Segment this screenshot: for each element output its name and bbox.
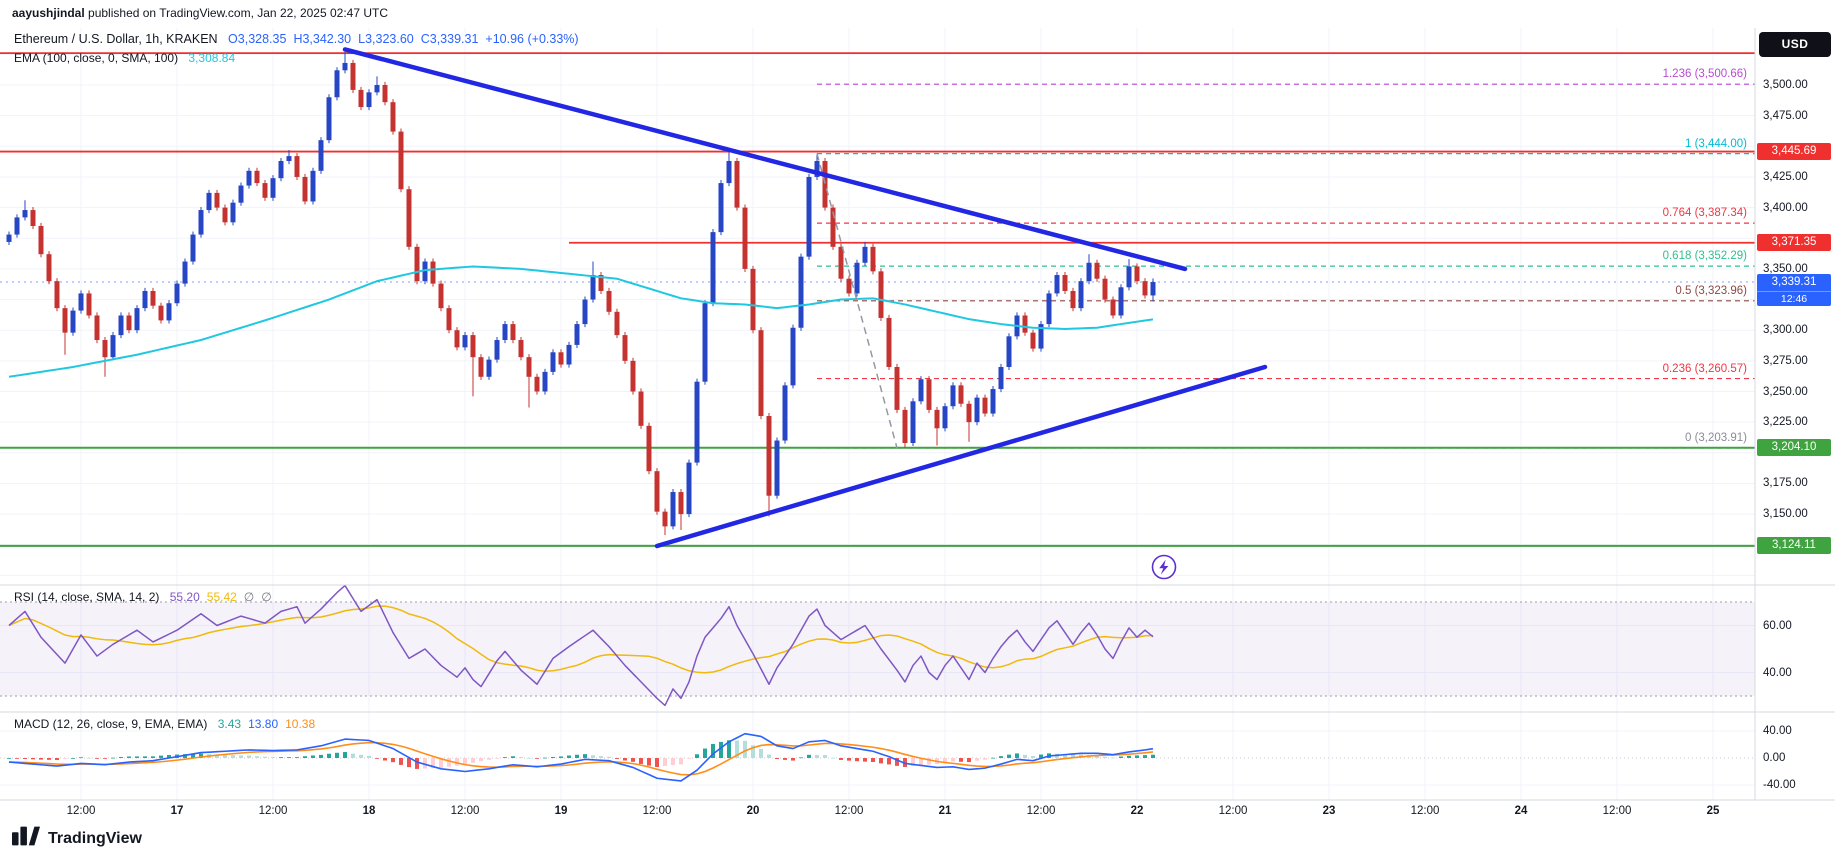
ohlc-value: O3,328.35	[228, 32, 287, 46]
macd-values: 3.43 13.80 10.38	[211, 717, 315, 731]
fib-level-label: 0 (3,203.91)	[1684, 432, 1747, 444]
macd-indicator-label[interactable]: MACD (12, 26, close, 9, EMA, EMA)	[14, 717, 208, 731]
ohlc-value: C3,339.31	[420, 32, 479, 46]
time-tick-label: 12:00	[1410, 805, 1440, 817]
badge-price: 3,204.10	[1771, 441, 1817, 454]
time-tick-label: 20	[746, 805, 760, 817]
ohlc-value: H3,342.30	[293, 32, 352, 46]
tradingview-brand[interactable]: TradingView	[48, 829, 142, 847]
fib-level-label: 0.5 (3,323.96)	[1675, 284, 1747, 297]
badge-price: 3,124.11	[1772, 539, 1816, 552]
ohlc-values: O3,328.35 H3,342.30 L3,323.60 C3,339.31 +10.…	[221, 32, 579, 46]
indicator-value: 55.42	[206, 590, 237, 604]
price-tick-label: 3,225.00	[1763, 416, 1808, 429]
time-tick-label: 23	[1322, 805, 1336, 817]
time-tick-label: 12:00	[450, 805, 480, 817]
ema-indicator-label[interactable]: EMA (100, close, 0, SMA, 100)	[14, 51, 179, 65]
symbol-title[interactable]: Ethereum / U.S. Dollar, 1h, KRAKEN	[14, 32, 218, 46]
time-tick-label: 25	[1706, 805, 1720, 817]
attribution: aayushjindal published on TradingView.co…	[12, 6, 388, 20]
macd-tick-label: -40.00	[1763, 779, 1796, 791]
attribution-author: aayushjindal	[12, 6, 85, 20]
price-tick-label: 3,425.00	[1763, 170, 1808, 183]
rsi-tick-label: 60.00	[1763, 619, 1792, 632]
indicator-value: ∅	[261, 590, 272, 604]
time-tick-label: 17	[170, 805, 184, 817]
footer-bar: TradingView	[12, 826, 142, 851]
time-tick-label: 18	[362, 805, 376, 817]
fib-level-label: 0.764 (3,387.34)	[1662, 207, 1747, 220]
price-tick-label: 3,400.00	[1763, 201, 1808, 214]
support-price-badge: 3,124.11	[1757, 537, 1831, 555]
resistance-price-badge: 3,371.35	[1757, 234, 1831, 252]
indicator-value: 13.80	[248, 717, 279, 731]
tradingview-logo-icon[interactable]	[12, 826, 40, 851]
rsi-legend: RSI (14, close, SMA, 14, 2) 55.20 55.42 ∅ ∅	[14, 590, 272, 604]
rsi-tick-label: 40.00	[1763, 666, 1792, 679]
fib-level-label: 1.236 (3,500.66)	[1662, 68, 1747, 81]
time-tick-label: 21	[938, 805, 952, 817]
price-tick-label: 3,275.00	[1763, 354, 1808, 367]
fib-level-label: 0.236 (3,260.57)	[1662, 362, 1747, 375]
candle-countdown: 12:46	[1757, 290, 1831, 306]
indicator-value: 3.43	[217, 717, 242, 731]
price-tick-label: 3,250.00	[1763, 385, 1808, 398]
time-tick-label: 24	[1514, 805, 1528, 817]
indicator-value: 10.38	[285, 717, 316, 731]
time-tick-label: 12:00	[642, 805, 672, 817]
macd-legend: MACD (12, 26, close, 9, EMA, EMA) 3.43 13…	[14, 717, 315, 731]
indicator-value: ∅	[243, 590, 255, 604]
support-price-badge: 3,204.10	[1757, 439, 1831, 457]
indicator-value: 55.20	[169, 590, 200, 604]
ema-legend: EMA (100, close, 0, SMA, 100) 3,308.84	[14, 51, 235, 65]
time-tick-label: 12:00	[834, 805, 864, 817]
currency-toggle-button[interactable]: USD	[1759, 32, 1831, 57]
price-tick-label: 3,150.00	[1763, 508, 1808, 521]
time-tick-label: 19	[554, 805, 568, 817]
time-tick-label: 12:00	[1218, 805, 1248, 817]
time-tick-label: 12:00	[66, 805, 96, 817]
ohlc-value: L3,323.60	[358, 32, 414, 46]
attribution-text: published on TradingView.com, Jan 22, 20…	[84, 6, 389, 20]
macd-tick-label: 40.00	[1763, 725, 1792, 737]
badge-price: 3,445.69	[1771, 145, 1817, 158]
ohlc-value: +10.96 (+0.33%)	[485, 32, 579, 46]
lightning-tool-icon[interactable]	[1150, 553, 1178, 581]
price-tick-label: 3,475.00	[1763, 109, 1808, 122]
badge-price: 3,371.35	[1771, 236, 1817, 249]
fib-level-label: 1 (3,444.00)	[1684, 137, 1747, 150]
price-tick-label: 3,175.00	[1763, 477, 1808, 490]
time-tick-label: 22	[1130, 805, 1144, 817]
time-tick-label: 12:00	[1602, 805, 1632, 817]
time-tick-label: 12:00	[258, 805, 288, 817]
ema-value: 3,308.84	[188, 51, 236, 65]
price-tick-label: 3,350.00	[1763, 262, 1808, 275]
time-tick-label: 12:00	[1026, 805, 1056, 817]
main-legend: Ethereum / U.S. Dollar, 1h, KRAKEN O3,32…	[14, 32, 579, 46]
fib-level-label: 0.618 (3,352.29)	[1662, 250, 1747, 263]
price-tick-label: 3,500.00	[1763, 79, 1808, 91]
price-tick-label: 3,300.00	[1763, 324, 1808, 337]
macd-tick-label: 0.00	[1763, 752, 1786, 764]
last-price-price-badge: 3,339.31 12:46	[1757, 273, 1831, 306]
rsi-indicator-label[interactable]: RSI (14, close, SMA, 14, 2)	[14, 590, 160, 604]
resistance-price-badge: 3,445.69	[1757, 143, 1831, 161]
rsi-values: 55.20 55.42 ∅ ∅	[163, 590, 272, 604]
badge-price: 3,339.31	[1771, 275, 1817, 288]
